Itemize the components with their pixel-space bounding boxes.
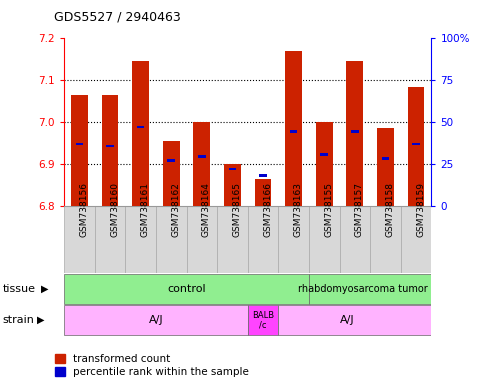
Bar bbox=[247, 206, 279, 273]
Bar bbox=[125, 206, 156, 273]
Bar bbox=[198, 155, 206, 158]
Text: tissue: tissue bbox=[2, 284, 35, 294]
Text: GSM738158: GSM738158 bbox=[386, 182, 394, 237]
Bar bbox=[351, 130, 359, 132]
Bar bbox=[382, 157, 389, 160]
Text: GSM738162: GSM738162 bbox=[171, 182, 180, 237]
Text: ▶: ▶ bbox=[41, 284, 48, 294]
Bar bbox=[186, 206, 217, 273]
Text: GSM738166: GSM738166 bbox=[263, 182, 272, 237]
Text: strain: strain bbox=[2, 315, 35, 325]
Bar bbox=[279, 206, 309, 273]
Text: GSM738157: GSM738157 bbox=[355, 182, 364, 237]
Bar bbox=[320, 153, 328, 156]
Bar bbox=[102, 95, 118, 206]
Text: GSM738163: GSM738163 bbox=[294, 182, 303, 237]
Bar bbox=[132, 61, 149, 206]
Text: GSM738156: GSM738156 bbox=[79, 182, 88, 237]
Bar bbox=[316, 122, 333, 206]
Text: GDS5527 / 2940463: GDS5527 / 2940463 bbox=[54, 10, 181, 23]
Bar bbox=[163, 141, 179, 206]
Bar bbox=[106, 145, 114, 147]
Legend: transformed count, percentile rank within the sample: transformed count, percentile rank withi… bbox=[55, 354, 249, 377]
Bar bbox=[217, 206, 247, 273]
Bar bbox=[412, 142, 420, 145]
Bar bbox=[401, 206, 431, 273]
Bar bbox=[309, 206, 340, 273]
Text: GSM738161: GSM738161 bbox=[141, 182, 149, 237]
Bar bbox=[224, 164, 241, 206]
Text: rhabdomyosarcoma tumor: rhabdomyosarcoma tumor bbox=[298, 284, 427, 294]
Text: A/J: A/J bbox=[340, 315, 354, 325]
Text: ▶: ▶ bbox=[37, 315, 44, 325]
Text: BALB
/c: BALB /c bbox=[252, 311, 274, 330]
Bar bbox=[64, 274, 309, 304]
Bar bbox=[137, 126, 144, 128]
Bar bbox=[309, 274, 431, 304]
Bar bbox=[193, 122, 210, 206]
Bar bbox=[229, 168, 236, 170]
Text: GSM738155: GSM738155 bbox=[324, 182, 333, 237]
Text: GSM738165: GSM738165 bbox=[232, 182, 242, 237]
Bar bbox=[168, 159, 175, 162]
Bar bbox=[377, 128, 394, 206]
Text: A/J: A/J bbox=[148, 315, 163, 325]
Bar bbox=[156, 206, 186, 273]
Text: control: control bbox=[167, 284, 206, 294]
Bar bbox=[254, 179, 272, 206]
Bar bbox=[259, 174, 267, 177]
Bar bbox=[340, 206, 370, 273]
Bar bbox=[408, 86, 424, 206]
Bar bbox=[285, 51, 302, 206]
Bar bbox=[247, 305, 279, 335]
Text: GSM738164: GSM738164 bbox=[202, 182, 211, 237]
Bar bbox=[290, 130, 297, 132]
Bar bbox=[64, 305, 247, 335]
Text: GSM738159: GSM738159 bbox=[416, 182, 425, 237]
Text: GSM738160: GSM738160 bbox=[110, 182, 119, 237]
Bar bbox=[71, 95, 88, 206]
Bar bbox=[75, 142, 83, 145]
Bar bbox=[279, 305, 431, 335]
Bar bbox=[64, 206, 95, 273]
Bar bbox=[347, 61, 363, 206]
Bar bbox=[370, 206, 401, 273]
Bar bbox=[95, 206, 125, 273]
